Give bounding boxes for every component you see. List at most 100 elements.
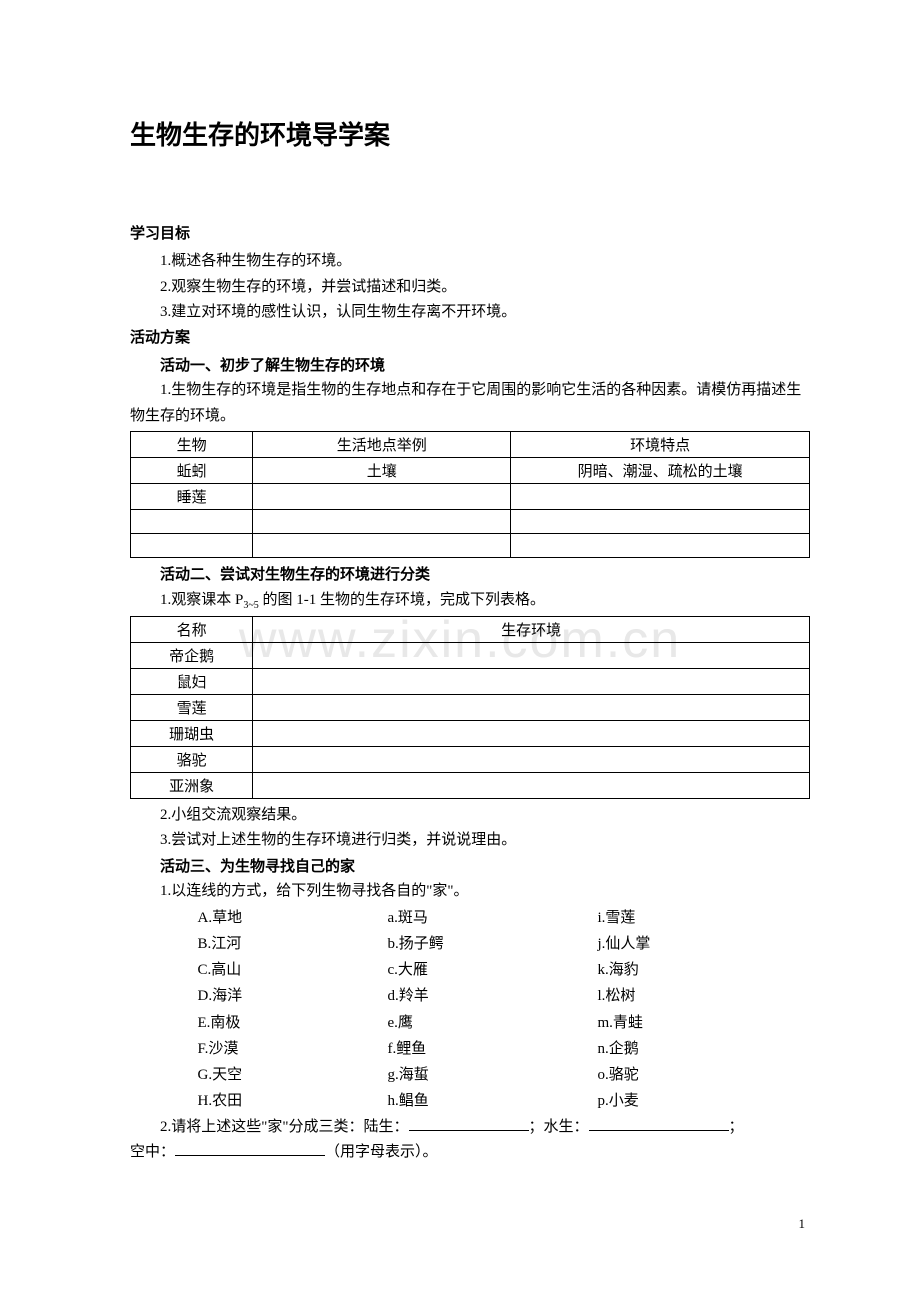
table-header-cell: 生存环境 bbox=[253, 616, 810, 642]
match-cell: F.沙漠 bbox=[198, 1036, 388, 1062]
table-row: 珊瑚虫 bbox=[131, 720, 810, 746]
match-cell: E.南极 bbox=[198, 1010, 388, 1036]
table-cell: 土壤 bbox=[253, 458, 511, 484]
table-cell bbox=[253, 484, 511, 510]
activity3-title: 活动三、为生物寻找自己的家 bbox=[130, 854, 810, 880]
q2-text: 空中： bbox=[130, 1144, 175, 1160]
q2-text: ； bbox=[729, 1119, 744, 1135]
table-cell: 亚洲象 bbox=[131, 772, 253, 798]
activity2-line3: 3.尝试对上述生物的生存环境进行归类，并说说理由。 bbox=[130, 828, 810, 854]
q2-text: （用字母表示）。 bbox=[325, 1144, 438, 1160]
table-cell: 阴暗、潮湿、疏松的土壤 bbox=[511, 458, 810, 484]
match-cell: k.海豹 bbox=[598, 957, 639, 983]
plan-header: 活动方案 bbox=[130, 326, 810, 347]
table-cell bbox=[511, 534, 810, 558]
intro-text-pre: 1.观察课本 P bbox=[160, 592, 243, 608]
activity2-line2: 2.小组交流观察结果。 bbox=[130, 803, 810, 829]
table-cell: 蚯蚓 bbox=[131, 458, 253, 484]
match-cell: j.仙人掌 bbox=[598, 931, 651, 957]
table-header-cell: 生物 bbox=[131, 432, 253, 458]
activity2-title: 活动二、尝试对生物生存的环境进行分类 bbox=[130, 562, 810, 588]
table-row bbox=[131, 510, 810, 534]
match-row: B.江河b.扬子鳄j.仙人掌 bbox=[130, 931, 810, 957]
match-cell: e.鹰 bbox=[388, 1010, 598, 1036]
goal-item: 3.建立对环境的感性认识，认同生物生存离不开环境。 bbox=[130, 300, 810, 326]
fill-blank[interactable] bbox=[589, 1116, 729, 1131]
table-cell bbox=[131, 510, 253, 534]
table-row bbox=[131, 534, 810, 558]
page-number: 1 bbox=[799, 1216, 806, 1232]
table-cell: 帝企鹅 bbox=[131, 642, 253, 668]
table-cell: 鼠妇 bbox=[131, 668, 253, 694]
table-cell bbox=[253, 510, 511, 534]
match-row: F.沙漠f.鲤鱼n.企鹅 bbox=[130, 1036, 810, 1062]
table-cell bbox=[511, 510, 810, 534]
match-row: C.高山c.大雁k.海豹 bbox=[130, 957, 810, 983]
match-cell: c.大雁 bbox=[388, 957, 598, 983]
table-header-cell: 名称 bbox=[131, 616, 253, 642]
activity3-q2: 2.请将上述这些"家"分成三类：陆生： ；水生： ； bbox=[130, 1115, 810, 1141]
match-cell: n.企鹅 bbox=[598, 1036, 639, 1062]
match-row: H.农田h.鲳鱼p.小麦 bbox=[130, 1088, 810, 1114]
table-cell: 睡莲 bbox=[131, 484, 253, 510]
activity1-table: 生物 生活地点举例 环境特点 蚯蚓 土壤 阴暗、潮湿、疏松的土壤 睡莲 bbox=[130, 431, 810, 558]
activity1-intro: 1.生物生存的环境是指生物的生存地点和存在于它周围的影响它生活的各种因素。请模仿… bbox=[130, 378, 810, 429]
activity2-table: 名称 生存环境 帝企鹅 鼠妇 雪莲 珊瑚虫 骆驼 亚洲象 bbox=[130, 616, 810, 799]
table-cell bbox=[511, 484, 810, 510]
match-cell: f.鲤鱼 bbox=[388, 1036, 598, 1062]
table-cell bbox=[253, 720, 810, 746]
table-cell: 珊瑚虫 bbox=[131, 720, 253, 746]
table-cell bbox=[253, 668, 810, 694]
match-cell: l.松树 bbox=[598, 983, 636, 1009]
goal-item: 1.概述各种生物生存的环境。 bbox=[130, 249, 810, 275]
q2-text: 2.请将上述这些"家"分成三类：陆生： bbox=[160, 1119, 409, 1135]
activity2-intro: 1.观察课本 P3~5 的图 1-1 生物的生存环境，完成下列表格。 bbox=[130, 588, 810, 614]
table-row: 亚洲象 bbox=[131, 772, 810, 798]
matching-list: A.草地a.斑马i.雪莲 B.江河b.扬子鳄j.仙人掌 C.高山c.大雁k.海豹… bbox=[130, 905, 810, 1115]
table-cell bbox=[253, 772, 810, 798]
match-cell: p.小麦 bbox=[598, 1088, 639, 1114]
table-row: 骆驼 bbox=[131, 746, 810, 772]
match-cell: o.骆驼 bbox=[598, 1062, 639, 1088]
match-cell: d.羚羊 bbox=[388, 983, 598, 1009]
match-row: G.天空g.海蜇o.骆驼 bbox=[130, 1062, 810, 1088]
intro-subscript: 3~5 bbox=[243, 600, 258, 611]
match-cell: a.斑马 bbox=[388, 905, 598, 931]
table-row: 鼠妇 bbox=[131, 668, 810, 694]
match-cell: B.江河 bbox=[198, 931, 388, 957]
table-cell bbox=[253, 534, 511, 558]
table-header-row: 生物 生活地点举例 环境特点 bbox=[131, 432, 810, 458]
match-cell: A.草地 bbox=[198, 905, 388, 931]
match-row: A.草地a.斑马i.雪莲 bbox=[130, 905, 810, 931]
table-cell bbox=[253, 746, 810, 772]
table-header-row: 名称 生存环境 bbox=[131, 616, 810, 642]
goal-item: 2.观察生物生存的环境，并尝试描述和归类。 bbox=[130, 275, 810, 301]
table-header-cell: 生活地点举例 bbox=[253, 432, 511, 458]
activity1-title: 活动一、初步了解生物生存的环境 bbox=[130, 353, 810, 379]
activity3-q2-line2: 空中： （用字母表示）。 bbox=[130, 1140, 810, 1166]
intro-text-post: 的图 1-1 生物的生存环境，完成下列表格。 bbox=[259, 592, 545, 608]
q2-text: ；水生： bbox=[529, 1119, 589, 1135]
match-cell: b.扬子鳄 bbox=[388, 931, 598, 957]
match-cell: h.鲳鱼 bbox=[388, 1088, 598, 1114]
match-cell: i.雪莲 bbox=[598, 905, 636, 931]
fill-blank[interactable] bbox=[409, 1116, 529, 1131]
match-cell: g.海蜇 bbox=[388, 1062, 598, 1088]
table-cell bbox=[253, 642, 810, 668]
table-cell: 雪莲 bbox=[131, 694, 253, 720]
table-cell: 骆驼 bbox=[131, 746, 253, 772]
match-cell: m.青蛙 bbox=[598, 1010, 643, 1036]
table-row: 睡莲 bbox=[131, 484, 810, 510]
table-row: 蚯蚓 土壤 阴暗、潮湿、疏松的土壤 bbox=[131, 458, 810, 484]
match-cell: D.海洋 bbox=[198, 983, 388, 1009]
page-content: 生物生存的环境导学案 学习目标 1.概述各种生物生存的环境。 2.观察生物生存的… bbox=[0, 0, 920, 1166]
match-row: E.南极e.鹰m.青蛙 bbox=[130, 1010, 810, 1036]
table-row: 雪莲 bbox=[131, 694, 810, 720]
match-cell: C.高山 bbox=[198, 957, 388, 983]
match-cell: G.天空 bbox=[198, 1062, 388, 1088]
fill-blank[interactable] bbox=[175, 1141, 325, 1156]
match-cell: H.农田 bbox=[198, 1088, 388, 1114]
table-cell bbox=[253, 694, 810, 720]
goals-header: 学习目标 bbox=[130, 222, 810, 243]
match-row: D.海洋d.羚羊l.松树 bbox=[130, 983, 810, 1009]
